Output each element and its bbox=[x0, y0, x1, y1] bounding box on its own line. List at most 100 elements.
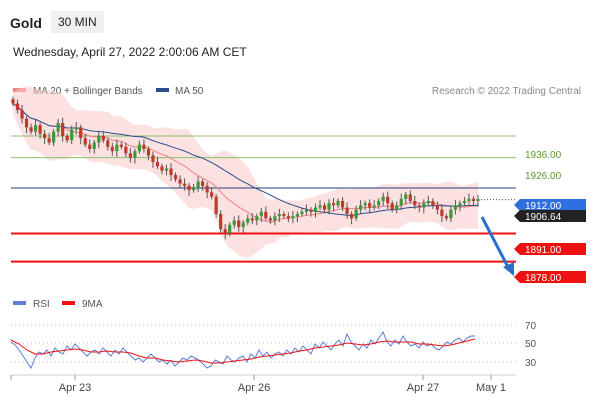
candle bbox=[395, 201, 399, 214]
candle bbox=[413, 195, 417, 210]
candle bbox=[377, 198, 381, 210]
candle bbox=[128, 148, 132, 163]
candle-body bbox=[291, 216, 295, 219]
rsi-tick-70: 70 bbox=[525, 321, 537, 332]
candle bbox=[250, 213, 254, 225]
candle bbox=[444, 213, 448, 221]
candle-body bbox=[363, 203, 367, 206]
candle bbox=[404, 191, 408, 205]
candle bbox=[201, 178, 205, 191]
candle-body bbox=[259, 211, 263, 217]
candle bbox=[336, 198, 340, 208]
candle bbox=[282, 211, 286, 219]
candle-body bbox=[377, 201, 381, 206]
candle bbox=[164, 164, 169, 176]
current-price-label: 1906.64 bbox=[525, 212, 562, 223]
candle-body bbox=[92, 142, 96, 149]
candle-body bbox=[372, 205, 376, 208]
candle bbox=[295, 211, 300, 223]
candle-body bbox=[277, 214, 281, 217]
rsi-legend-swatch bbox=[13, 301, 26, 305]
candle-body bbox=[223, 229, 227, 234]
candle bbox=[286, 212, 290, 223]
candle bbox=[368, 199, 372, 214]
candle-body bbox=[70, 129, 74, 141]
candle bbox=[264, 206, 268, 221]
candle-body bbox=[471, 198, 476, 201]
candle-body bbox=[390, 203, 394, 210]
candle bbox=[29, 123, 33, 135]
candle-body bbox=[187, 185, 191, 191]
candle-body bbox=[214, 196, 218, 214]
candle-body bbox=[164, 168, 169, 171]
candle bbox=[228, 222, 232, 237]
candle-body bbox=[413, 201, 417, 206]
candle-body bbox=[137, 144, 142, 152]
price-levels bbox=[11, 135, 516, 263]
candle-body bbox=[24, 118, 29, 128]
candle bbox=[15, 99, 20, 114]
rsi-line bbox=[10, 330, 475, 370]
candle-body bbox=[43, 133, 47, 139]
candle bbox=[146, 146, 151, 161]
candle bbox=[106, 137, 110, 151]
candle bbox=[354, 205, 358, 221]
candle bbox=[345, 202, 349, 219]
candle bbox=[124, 142, 128, 158]
candle-body bbox=[273, 216, 277, 221]
candle-body bbox=[160, 166, 164, 171]
candle bbox=[33, 119, 38, 136]
candle bbox=[408, 190, 412, 204]
candle-body bbox=[467, 198, 471, 201]
candle-body bbox=[386, 196, 390, 204]
candle bbox=[255, 213, 259, 226]
level-1891-tag: 1891.00 bbox=[514, 243, 586, 256]
candle bbox=[88, 139, 92, 153]
rsi-tick-30: 30 bbox=[525, 358, 537, 369]
candle-body bbox=[196, 181, 200, 188]
candle bbox=[151, 151, 155, 168]
rsi-ma-legend-swatch bbox=[62, 301, 75, 305]
candle-body bbox=[345, 207, 349, 214]
x-tick-apr26: Apr 26 bbox=[238, 382, 270, 394]
candle bbox=[381, 192, 385, 206]
candle bbox=[232, 216, 236, 229]
chart-header: Gold 30 MIN bbox=[0, 8, 594, 36]
x-tick-apr27: Apr 27 bbox=[407, 382, 439, 394]
candle bbox=[92, 139, 96, 154]
candle bbox=[309, 207, 313, 217]
candle bbox=[435, 201, 439, 215]
candle-body bbox=[304, 209, 309, 212]
candle-body bbox=[83, 138, 87, 145]
candle bbox=[237, 215, 241, 232]
candle bbox=[24, 116, 29, 134]
level-1926-label: 1926.00 bbox=[525, 171, 562, 182]
candle bbox=[431, 198, 435, 210]
candle-body bbox=[15, 103, 20, 110]
candle-body bbox=[331, 203, 336, 206]
candle-body bbox=[155, 162, 160, 167]
candle bbox=[169, 163, 173, 181]
rsi-ma-line bbox=[10, 338, 476, 364]
candle bbox=[327, 199, 331, 215]
candle-body bbox=[191, 188, 196, 191]
candle-body bbox=[264, 211, 268, 219]
level-1926-tag: 1926.00 bbox=[525, 171, 562, 182]
candle bbox=[246, 214, 250, 226]
candle-body bbox=[300, 211, 304, 214]
x-tick-apr23: Apr 23 bbox=[59, 382, 91, 394]
candle-body bbox=[133, 151, 137, 158]
level-1891-label: 1891.00 bbox=[525, 245, 562, 256]
rsi-legend-label: RSI bbox=[33, 299, 50, 310]
candle-body bbox=[417, 205, 421, 208]
candle-body bbox=[56, 123, 60, 132]
timeframe-button[interactable]: 30 MIN bbox=[51, 11, 104, 33]
candle bbox=[173, 172, 178, 182]
candle bbox=[241, 220, 245, 233]
candle bbox=[259, 207, 263, 223]
x-tick-may1: May 1 bbox=[476, 382, 506, 394]
candle bbox=[304, 204, 309, 216]
candle-body bbox=[440, 209, 444, 217]
